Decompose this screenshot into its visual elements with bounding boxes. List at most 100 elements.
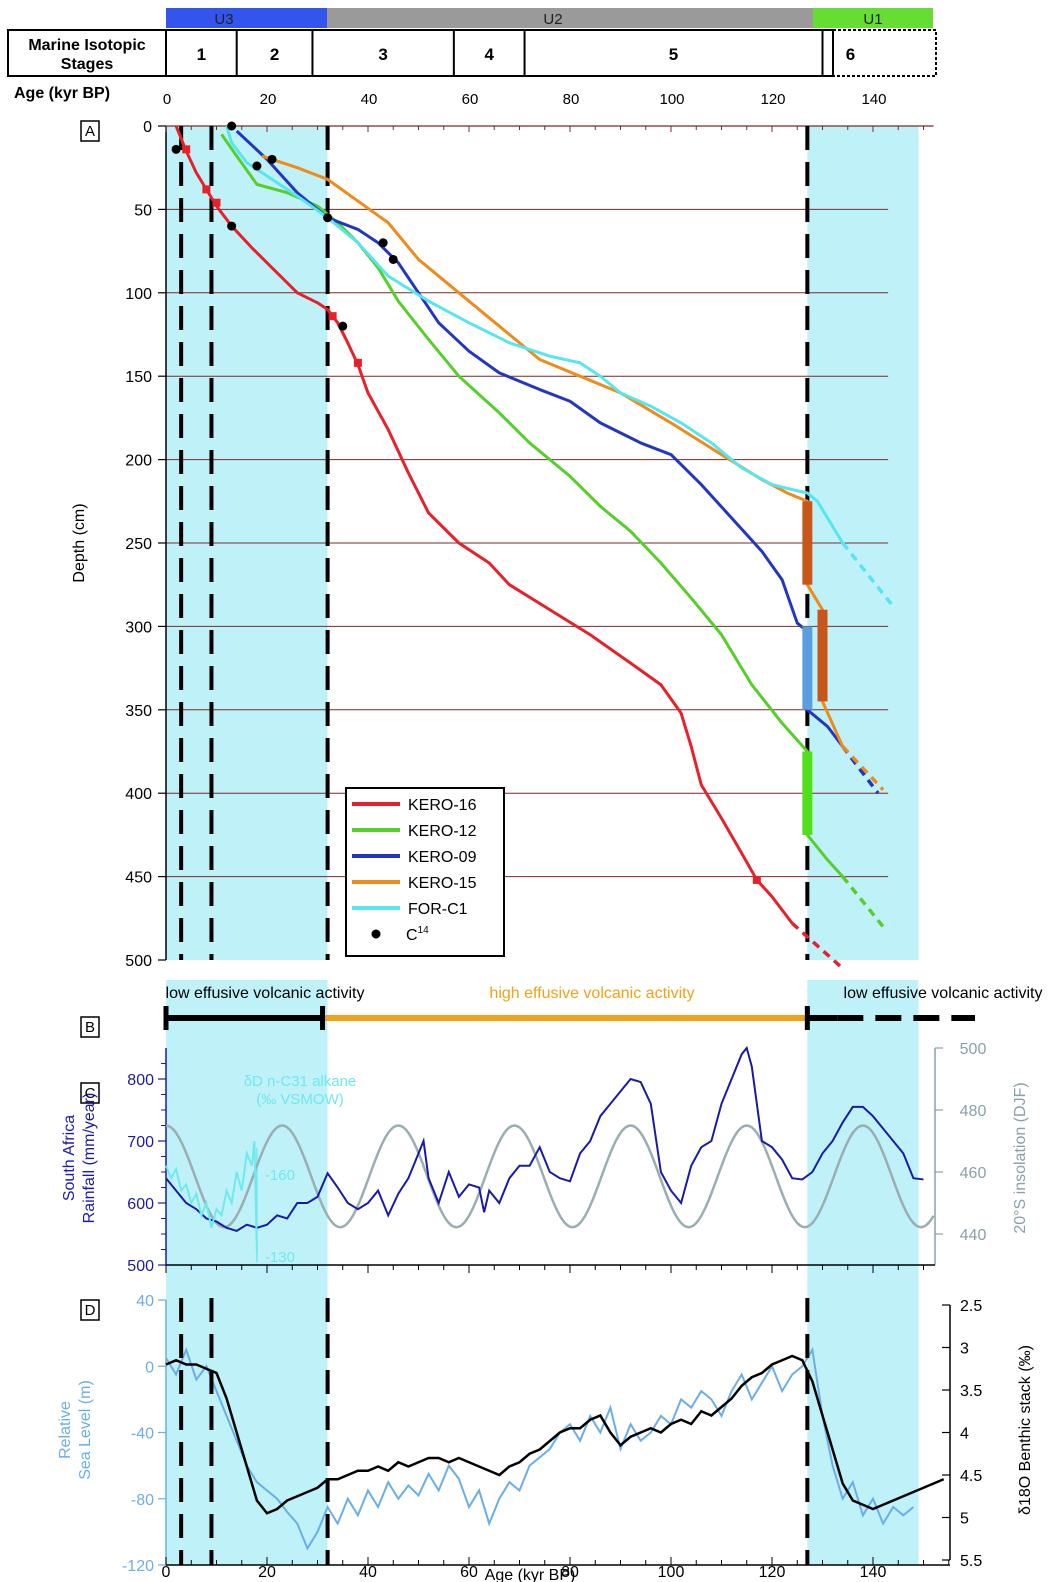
series-line-for-c1 xyxy=(225,125,844,544)
series-dashed-kero-09 xyxy=(841,745,880,795)
d-left-axis-label: Relative Sea Level (m) xyxy=(57,1380,94,1480)
d-right-axis-label: δ18O Benthic stack (‰) xyxy=(1017,1345,1034,1515)
c-right-tick-label: 480 xyxy=(960,1103,987,1120)
d-x-tick-label: 80 xyxy=(561,1564,579,1581)
a-y-tick-label: 50 xyxy=(134,202,152,219)
a-y-tick-label: 250 xyxy=(125,536,152,553)
legend-label: KERO-09 xyxy=(408,849,477,866)
a-legend-box xyxy=(345,787,505,957)
panel-a: 0 50 100 150 200 250 300 350 400 450 500 Depth (cm)… xyxy=(71,119,934,970)
kero16-marker xyxy=(202,185,211,194)
d-left-axis-label-line: Sea Level (m) xyxy=(77,1380,94,1480)
d-left-tick-label: -80 xyxy=(131,1492,154,1509)
legend-label: KERO-15 xyxy=(408,875,477,892)
c-right-axis-label: 20°S insolation (DJF) xyxy=(1012,1082,1029,1233)
top-tick-label: 0 xyxy=(163,91,171,108)
c-left-tick-label: 500 xyxy=(127,1258,154,1275)
c-left-axis-label: South Africa Rainfall (mm/year) xyxy=(61,1093,98,1224)
c14-point xyxy=(338,321,348,331)
legend-label: KERO-12 xyxy=(408,823,477,840)
d-right-tick-label: 5.5 xyxy=(960,1553,982,1570)
panel-c: 500 600 700 800 440 460 480 500 South Africa Rain… xyxy=(61,1041,1029,1275)
top-tick-label: 140 xyxy=(861,91,886,108)
unit-u3-label: U3 xyxy=(214,11,233,28)
c-right-tick-label: 460 xyxy=(960,1165,987,1182)
unit-u1-label: U1 xyxy=(863,11,882,28)
c14-point xyxy=(388,254,398,264)
c-inner-tick-label: -130 xyxy=(265,1249,295,1266)
legend-c14-superscript: 14 xyxy=(418,925,430,936)
c-right-tick-label: 500 xyxy=(960,1041,987,1058)
d-right-tick-label: 4 xyxy=(960,1426,969,1443)
d-right-tick-label: 3 xyxy=(960,1341,969,1358)
mis-label: Marine Isotopic Stages xyxy=(28,37,145,73)
top-tick-label: 20 xyxy=(260,91,277,108)
c-left-tick-label: 600 xyxy=(127,1196,154,1213)
mis-stage-label: 6 xyxy=(846,45,855,64)
d-x-tick-label: 120 xyxy=(759,1564,786,1581)
a-y-tick-label: 0 xyxy=(143,119,152,136)
a-y-tick-label: 400 xyxy=(125,786,152,803)
panel-b: low effusive volcanic activity high effus… xyxy=(163,980,1042,1280)
series-bar-segment xyxy=(802,501,813,585)
c-left-tick-label: 800 xyxy=(127,1072,154,1089)
kero16-marker xyxy=(328,312,337,321)
mis-stage-label: 2 xyxy=(270,45,279,64)
kero16-marker xyxy=(182,145,191,154)
d-shade xyxy=(166,1280,328,1565)
c-inner-label: δD n-C31 alkane (‰ VSMOW) xyxy=(244,1073,357,1108)
series-dashed-kero-15 xyxy=(841,745,885,792)
series-line-kero-15 xyxy=(261,154,845,748)
c-inner-tick-label: -160 xyxy=(265,1167,295,1184)
top-tick-label: 100 xyxy=(659,91,684,108)
d-x-tick-label: 100 xyxy=(658,1564,685,1581)
a-y-tick-label: 450 xyxy=(125,870,152,887)
mis-table: Marine Isotopic Stages 1 2 3 4 5 6 xyxy=(7,29,937,77)
d-right-tick-label: 4.5 xyxy=(960,1468,982,1485)
top-tick-label: 120 xyxy=(760,91,785,108)
unit-u2-label: U2 xyxy=(543,11,562,28)
c-left-axis-label-line: Rainfall (mm/year) xyxy=(81,1093,98,1224)
a-y-tick-label: 100 xyxy=(125,286,152,303)
kero16-marker xyxy=(353,358,362,367)
b-shade xyxy=(166,980,328,1280)
top-axis-ticks: 0 20 40 60 80 100 120 140 xyxy=(163,91,887,108)
benthic-line xyxy=(165,1354,945,1515)
c14-point xyxy=(227,121,237,131)
panel-letter-a: A xyxy=(85,123,95,140)
unit-bar: U3 U2 U1 xyxy=(166,8,933,28)
d-x-axis-label: Age (kyr BP) xyxy=(485,1567,576,1582)
c14-point xyxy=(227,221,237,231)
c-inner-label-line: δD n-C31 alkane xyxy=(244,1073,357,1090)
unit-u3-bar xyxy=(166,8,327,28)
d-left-tick-label: -120 xyxy=(122,1558,154,1575)
series-line-kero-09 xyxy=(235,129,844,748)
c14-point xyxy=(267,154,277,164)
a-y-tick-label: 500 xyxy=(125,953,152,970)
top-tick-label: 80 xyxy=(563,91,580,108)
panel-letter-b: B xyxy=(85,1019,95,1036)
unit-u1-bar xyxy=(813,8,933,28)
series-bar-segment xyxy=(802,626,813,710)
series-bar-segment xyxy=(802,751,813,835)
series-dashed-kero-12 xyxy=(841,875,885,928)
d-left-axis-label-line: Relative xyxy=(57,1401,74,1459)
d-x-tick-label: 60 xyxy=(460,1564,478,1581)
c-left-tick-label: 700 xyxy=(127,1134,154,1151)
d-x-tick-label: 40 xyxy=(359,1564,377,1581)
legend-c14-marker xyxy=(371,929,381,939)
kero16-marker xyxy=(752,875,761,884)
top-tick-label: 40 xyxy=(361,91,378,108)
unit-u2-bar xyxy=(327,8,813,28)
series-line-kero-16 xyxy=(174,125,794,925)
d-left-tick-label: -40 xyxy=(131,1426,154,1443)
d-x-tick-label: 0 xyxy=(162,1564,171,1581)
c14-point xyxy=(171,144,181,154)
activity-label: high effusive volcanic activity xyxy=(489,985,694,1002)
kero16-marker xyxy=(212,198,221,207)
rainfall-line xyxy=(165,1045,924,1232)
mis-stage-label: 4 xyxy=(484,45,494,64)
a-y-tick-label: 150 xyxy=(125,369,152,386)
dd-alkane-line xyxy=(165,1140,258,1253)
